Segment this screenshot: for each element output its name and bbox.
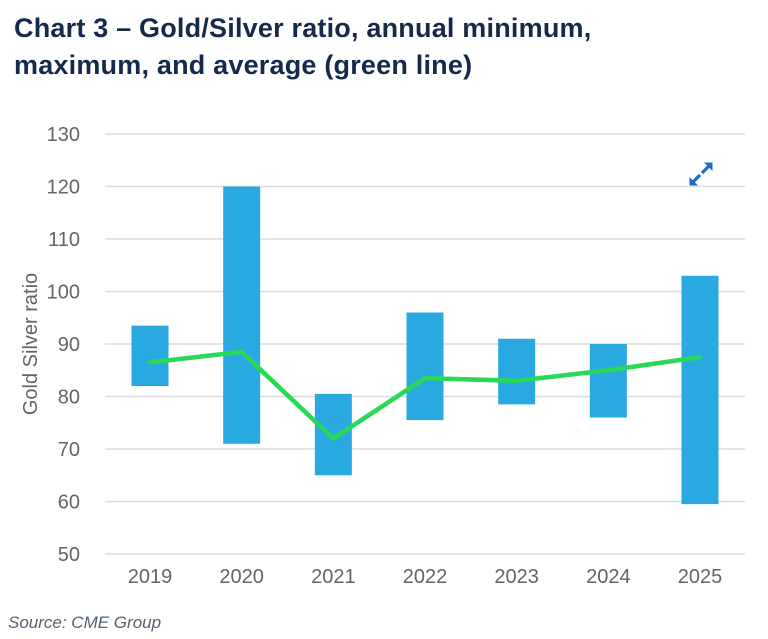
chart-title: Chart 3 – Gold/Silver ratio, annual mini… bbox=[14, 10, 734, 84]
y-tick-label-60: 60 bbox=[58, 492, 80, 514]
y-tick-label-120: 120 bbox=[47, 177, 80, 199]
range-bar-2022 bbox=[406, 312, 444, 421]
x-tick-label-2023: 2023 bbox=[494, 566, 539, 588]
chart-title-line2: maximum, and average (green line) bbox=[14, 50, 473, 80]
x-tick-label-2022: 2022 bbox=[403, 566, 448, 588]
x-tick-label-2021: 2021 bbox=[311, 566, 356, 588]
y-tick-label-130: 130 bbox=[47, 124, 80, 146]
range-bar-2020 bbox=[223, 186, 261, 444]
y-tick-label-110: 110 bbox=[48, 229, 80, 251]
range-bar-2021 bbox=[314, 393, 352, 476]
average-line bbox=[147, 349, 703, 441]
range-bar-2019 bbox=[131, 325, 169, 386]
y-tick-label-90: 90 bbox=[58, 334, 80, 356]
expand-chart-button[interactable] bbox=[687, 160, 715, 188]
y-tick-label-80: 80 bbox=[58, 387, 80, 409]
x-tick-label-2024: 2024 bbox=[586, 566, 631, 588]
expand-arrows-icon bbox=[689, 162, 713, 186]
x-tick-label-2019: 2019 bbox=[128, 566, 173, 588]
x-tick-label-2025: 2025 bbox=[678, 566, 723, 588]
range-bar-2023 bbox=[498, 338, 536, 405]
source-note: Source: CME Group bbox=[8, 613, 162, 632]
range-bar-2025 bbox=[681, 275, 719, 505]
y-tick-label-100: 100 bbox=[47, 282, 80, 304]
range-bar-2024 bbox=[589, 344, 627, 418]
chart-title-line1: Chart 3 – Gold/Silver ratio, annual mini… bbox=[14, 13, 592, 43]
y-tick-label-70: 70 bbox=[58, 439, 80, 461]
y-tick-label-50: 50 bbox=[58, 544, 80, 566]
x-tick-label-2020: 2020 bbox=[219, 566, 264, 588]
